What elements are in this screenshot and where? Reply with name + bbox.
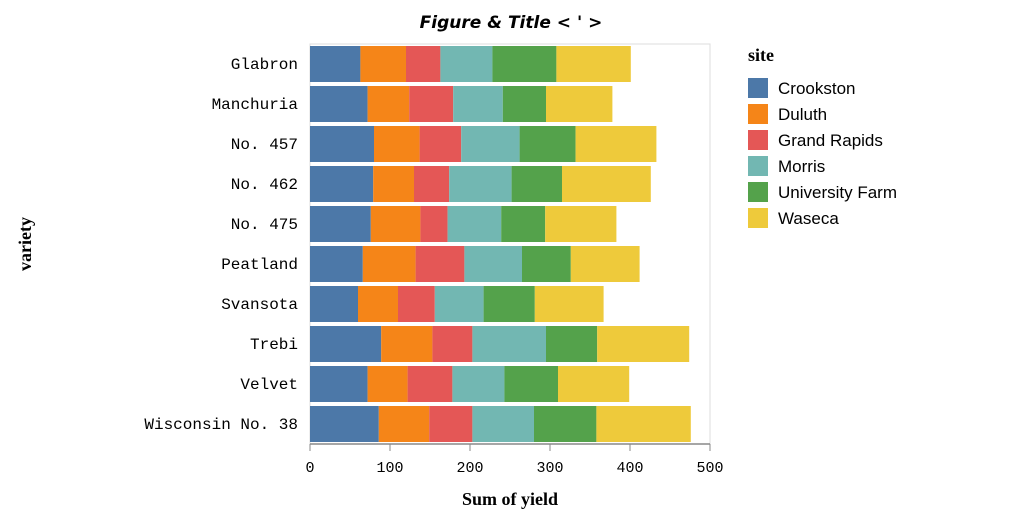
bar-segment — [415, 246, 465, 282]
bar-segment — [511, 166, 562, 202]
bar-segment — [434, 286, 484, 322]
category-label: Velvet — [240, 376, 298, 394]
bar-segment — [409, 86, 454, 122]
bar-segment — [310, 126, 374, 162]
bar-segment — [378, 406, 430, 442]
bar-segment — [367, 366, 408, 402]
bar-segment — [449, 166, 512, 202]
legend-label: University Farm — [778, 183, 897, 202]
bar-segment — [534, 286, 604, 322]
legend-label: Duluth — [778, 105, 827, 124]
bar-segment — [452, 366, 505, 402]
bar-segment — [483, 286, 535, 322]
bar-segment — [492, 46, 557, 82]
bar-segment — [407, 366, 453, 402]
bar-segment — [461, 126, 520, 162]
category-label: No. 462 — [231, 176, 298, 194]
bar-segment — [310, 366, 368, 402]
bar-segment — [406, 46, 441, 82]
bar-segment — [596, 406, 691, 442]
bar-segment — [522, 246, 571, 282]
bar-segment — [501, 206, 546, 242]
bar-segment — [575, 126, 657, 162]
y-axis-title: variety — [15, 217, 35, 271]
legend-swatch — [748, 104, 768, 124]
legend-label: Morris — [778, 157, 825, 176]
bar-segment — [546, 86, 613, 122]
legend-swatch — [748, 208, 768, 228]
category-label: Peatland — [221, 256, 298, 274]
bar-segment — [398, 286, 435, 322]
bar-segment — [310, 86, 368, 122]
bar-segment — [419, 126, 462, 162]
bar-segment — [310, 286, 358, 322]
bar-segment — [310, 46, 361, 82]
legend-title: site — [748, 45, 774, 65]
x-tick-label: 400 — [616, 460, 643, 477]
legend: site Crookston Duluth Grand Rapids Morris Un… — [748, 45, 897, 228]
category-label: Wisconsin No. 38 — [144, 416, 298, 434]
bar-segment — [360, 46, 406, 82]
x-tick-label: 100 — [376, 460, 403, 477]
bar-segment — [472, 406, 534, 442]
legend-swatch — [748, 156, 768, 176]
bar-segment — [502, 86, 546, 122]
bar-segment — [453, 86, 503, 122]
bar-segment — [414, 166, 450, 202]
legend-label: Crookston — [778, 79, 855, 98]
bar-segment — [310, 246, 363, 282]
bar-segment — [556, 46, 631, 82]
bar-segment — [381, 326, 433, 362]
legend-swatch — [748, 78, 768, 98]
bar-segment — [310, 206, 371, 242]
bar-segment — [472, 326, 546, 362]
bar-segment — [362, 246, 416, 282]
legend-swatch — [748, 130, 768, 150]
bar-segment — [562, 166, 651, 202]
bar-segment — [519, 126, 576, 162]
category-labels: Glabron Manchuria No. 457 No. 462 No. 475 Pea… — [144, 56, 298, 434]
category-label: Svansota — [221, 296, 298, 314]
category-label: No. 475 — [231, 216, 298, 234]
bars-group — [310, 46, 691, 442]
bar-segment — [373, 166, 414, 202]
chart-title: Figure & Title < ' > — [420, 13, 603, 33]
x-tick-label: 0 — [305, 460, 314, 477]
bar-segment — [464, 246, 522, 282]
bar-segment — [440, 46, 493, 82]
bar-segment — [420, 206, 448, 242]
x-axis-ticks: 0 100 200 300 400 500 — [305, 444, 724, 477]
legend-label: Waseca — [778, 209, 839, 228]
category-label: Trebi — [250, 336, 298, 354]
category-label: No. 457 — [231, 136, 298, 154]
bar-segment — [429, 406, 473, 442]
x-tick-label: 500 — [696, 460, 723, 477]
bar-segment — [504, 366, 558, 402]
bar-segment — [570, 246, 640, 282]
bar-segment — [447, 206, 502, 242]
bar-segment — [367, 86, 410, 122]
bar-segment — [310, 406, 379, 442]
bar-segment — [546, 326, 598, 362]
bar-segment — [545, 206, 617, 242]
bar-segment — [310, 326, 382, 362]
legend-swatch — [748, 182, 768, 202]
bar-segment — [374, 126, 420, 162]
bar-segment — [432, 326, 473, 362]
bar-segment — [310, 166, 374, 202]
x-tick-label: 200 — [456, 460, 483, 477]
bar-segment — [358, 286, 398, 322]
bar-segment — [597, 326, 690, 362]
category-label: Manchuria — [212, 96, 299, 114]
bar-segment — [370, 206, 421, 242]
category-label: Glabron — [231, 56, 298, 74]
bar-segment — [534, 406, 597, 442]
x-axis-title: Sum of yield — [462, 489, 558, 509]
legend-label: Grand Rapids — [778, 131, 883, 150]
bar-segment — [558, 366, 630, 402]
x-tick-label: 300 — [536, 460, 563, 477]
